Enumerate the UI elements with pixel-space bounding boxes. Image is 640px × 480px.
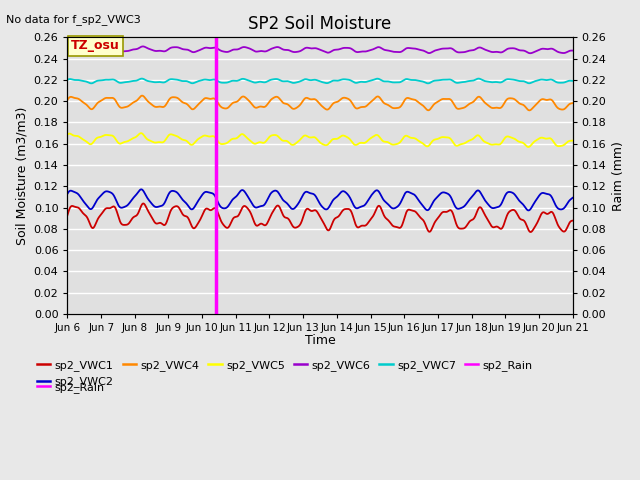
Text: TZ_osu: TZ_osu [71,39,120,52]
Title: SP2 Soil Moisture: SP2 Soil Moisture [248,15,392,33]
Y-axis label: Raim (mm): Raim (mm) [612,141,625,211]
X-axis label: Time: Time [305,335,335,348]
Legend: sp2_Rain: sp2_Rain [33,378,109,397]
Text: No data for f_sp2_VWC3: No data for f_sp2_VWC3 [6,14,141,25]
Y-axis label: Soil Moisture (m3/m3): Soil Moisture (m3/m3) [15,107,28,245]
